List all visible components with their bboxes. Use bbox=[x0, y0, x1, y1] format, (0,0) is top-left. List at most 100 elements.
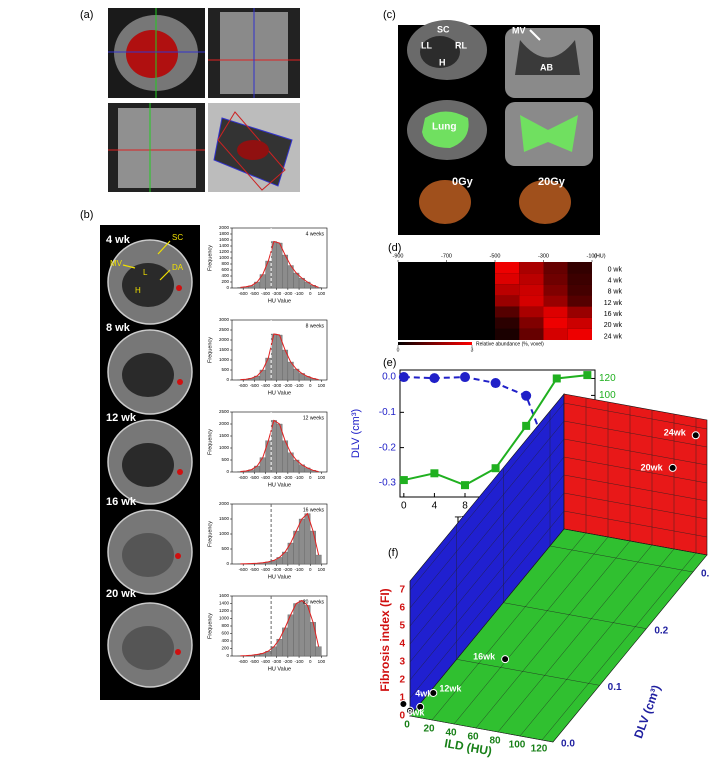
colorbar-label: Relative abundance (%, voxel) bbox=[476, 341, 544, 347]
heat-cell bbox=[544, 329, 568, 340]
x-tick-label: -100 bbox=[295, 659, 305, 664]
annotation: 20Gy bbox=[538, 176, 566, 188]
y-tick-label: 0 bbox=[226, 561, 229, 566]
heat-cell bbox=[544, 284, 568, 295]
row-label: 12 wk bbox=[604, 300, 623, 307]
x-tick-label: -100 bbox=[295, 475, 305, 480]
colorbar-tick-label: 3 bbox=[471, 347, 474, 353]
heat-cell bbox=[519, 284, 543, 295]
y-tick-label: 2000 bbox=[219, 225, 230, 230]
y-tick-label: 1000 bbox=[219, 531, 230, 536]
heat-cell bbox=[422, 284, 446, 295]
x-tick-label: 100 bbox=[318, 291, 326, 296]
heat-cell bbox=[519, 262, 543, 273]
marker bbox=[175, 553, 181, 559]
x-tick-label: -500 bbox=[250, 567, 260, 572]
heat-cell bbox=[447, 284, 471, 295]
x-axis-label: HU Value bbox=[268, 574, 291, 580]
heat-cell bbox=[519, 318, 543, 329]
lung-mask bbox=[126, 30, 178, 78]
x-tick-label: 100 bbox=[318, 567, 326, 572]
bar bbox=[305, 605, 311, 656]
heat-cell bbox=[447, 329, 471, 340]
panel-label: (f) bbox=[388, 547, 398, 559]
annotation: 0Gy bbox=[452, 176, 474, 188]
heat-cell bbox=[447, 295, 471, 306]
x-tick-label: 0 bbox=[309, 475, 312, 480]
panel-label: (b) bbox=[80, 209, 93, 221]
x-tick-label: -200 bbox=[283, 383, 293, 388]
y-tick-label: 500 bbox=[221, 457, 229, 462]
lung bbox=[122, 626, 174, 670]
x-tick-label: -400 bbox=[261, 383, 271, 388]
x-tick-label: 120 bbox=[531, 744, 548, 755]
point bbox=[429, 373, 439, 383]
y-tick-label: 1400 bbox=[219, 601, 230, 606]
timepoint-label: 8 wk bbox=[106, 322, 131, 334]
y-tick-label: 400 bbox=[221, 638, 229, 643]
heat-cell bbox=[398, 307, 422, 318]
y-tick-label: 1400 bbox=[219, 243, 230, 248]
y-axis-label: Frequency bbox=[207, 429, 213, 455]
chart-title: 12 weeks bbox=[303, 415, 325, 421]
x-tick-label: -400 bbox=[261, 659, 271, 664]
heat-cell bbox=[495, 318, 519, 329]
y-axis-label: Frequency bbox=[207, 521, 213, 547]
annotation: L bbox=[143, 268, 148, 277]
y-tick-label: 0.2 bbox=[654, 625, 668, 636]
bar bbox=[310, 531, 316, 564]
wall-dlv bbox=[564, 394, 707, 555]
annotation: MV bbox=[512, 25, 526, 35]
row-label: 8 wk bbox=[608, 289, 623, 296]
heat-cell bbox=[495, 273, 519, 284]
heat-cell bbox=[568, 262, 592, 273]
heat-cell bbox=[398, 329, 422, 340]
x-tick-label: -500 bbox=[250, 659, 260, 664]
heat-cell bbox=[471, 329, 495, 340]
heat-cell bbox=[398, 318, 422, 329]
point-label: 20wk bbox=[641, 462, 664, 472]
point-label: 12wk bbox=[439, 683, 462, 693]
x-unit: (HU) bbox=[594, 253, 606, 259]
panel-b-images bbox=[100, 225, 200, 700]
y-tick-label: 0 bbox=[226, 377, 229, 382]
point-label: 24wk bbox=[664, 428, 687, 438]
y-axis-label: DLV (cm³) bbox=[631, 683, 663, 740]
x-tick-label: -900 bbox=[392, 253, 403, 259]
lung bbox=[122, 353, 174, 397]
heat-cell bbox=[544, 307, 568, 318]
x-tick-label: 0 bbox=[309, 383, 312, 388]
x-tick-label: -200 bbox=[283, 567, 293, 572]
x-tick-label: -500 bbox=[250, 383, 260, 388]
heat-cell bbox=[568, 307, 592, 318]
panel-c-images bbox=[398, 20, 600, 235]
x-tick-label: 100 bbox=[318, 659, 326, 664]
chart-title: 8 weeks bbox=[306, 323, 325, 329]
heat-cell bbox=[447, 318, 471, 329]
x-axis-label: HU Value bbox=[268, 482, 291, 488]
y-axis-label: Frequency bbox=[207, 337, 213, 363]
heat-cell bbox=[422, 329, 446, 340]
bar bbox=[277, 243, 283, 288]
heat-cell bbox=[495, 329, 519, 340]
annotation: H bbox=[439, 57, 446, 67]
bar bbox=[316, 555, 322, 564]
point bbox=[553, 374, 561, 382]
z-axis-label: Fibrosis index (FI) bbox=[378, 588, 392, 691]
lung-mask bbox=[237, 140, 269, 160]
heat-cell bbox=[422, 307, 446, 318]
point bbox=[502, 656, 509, 663]
y-tick-label: 0 bbox=[226, 653, 229, 658]
y-tick-label: 2500 bbox=[219, 327, 230, 332]
z-tick-label: 7 bbox=[399, 585, 405, 596]
x-tick-label: -600 bbox=[239, 291, 249, 296]
row-label: 20 wk bbox=[604, 322, 623, 329]
heat-cell bbox=[447, 262, 471, 273]
point bbox=[400, 476, 408, 484]
x-tick-label: -300 bbox=[272, 659, 282, 664]
point bbox=[692, 432, 699, 439]
annotation: DA bbox=[172, 263, 184, 272]
annotation: Lung bbox=[432, 122, 456, 133]
y-tick-label: 0.0 bbox=[382, 372, 396, 383]
